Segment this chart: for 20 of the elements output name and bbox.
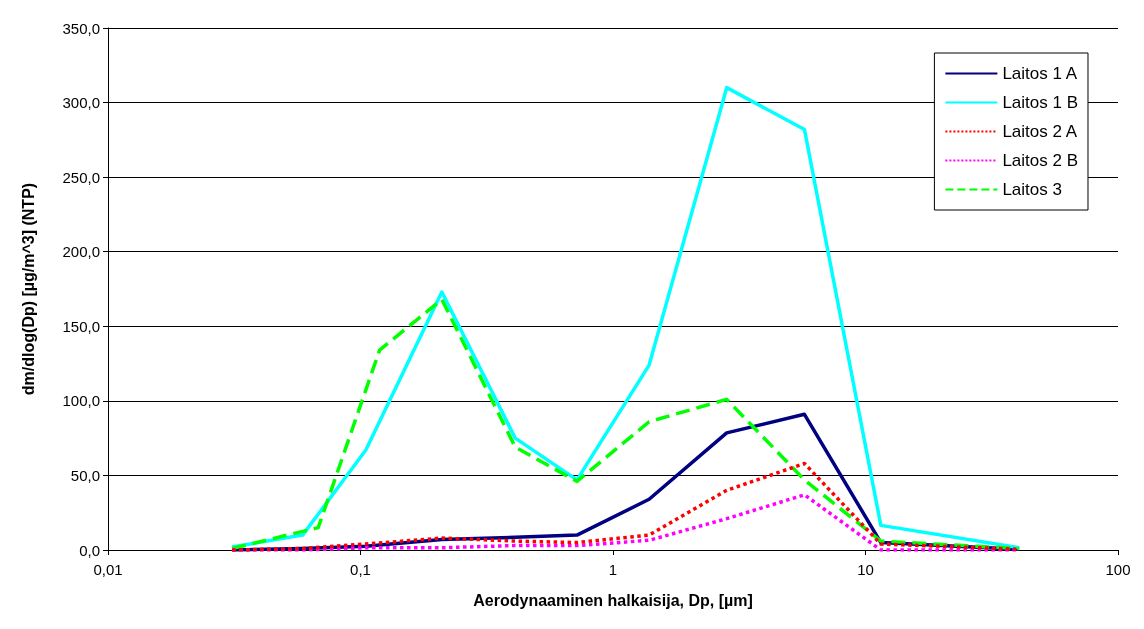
y-axis-title: dm/dlog(Dp) [µg/m^3] (NTP) bbox=[19, 182, 37, 396]
x-tick-label: 100 bbox=[1105, 561, 1131, 578]
legend-label: Laitos 2 A bbox=[1002, 122, 1078, 141]
x-tick-label: 0,01 bbox=[93, 561, 123, 578]
y-tick-label: 350,0 bbox=[62, 19, 100, 37]
x-tick-label: 10 bbox=[857, 561, 874, 578]
y-tick-label: 200,0 bbox=[62, 243, 100, 261]
y-tick-label: 100,0 bbox=[62, 392, 100, 410]
y-tick-label: 250,0 bbox=[62, 168, 100, 186]
legend-label: Laitos 1 A bbox=[1002, 64, 1078, 83]
y-tick-label: 50,0 bbox=[70, 466, 100, 484]
x-tick-label: 1 bbox=[608, 561, 618, 578]
legend-label: Laitos 2 B bbox=[1002, 151, 1079, 170]
y-tick-label: 150,0 bbox=[62, 317, 100, 335]
x-tick-label: 0,1 bbox=[350, 561, 371, 578]
y-tick-label: 300,0 bbox=[62, 94, 100, 112]
y-tick-label: 0,0 bbox=[79, 541, 100, 559]
legend-label: Laitos 1 B bbox=[1002, 93, 1079, 112]
legend-label: Laitos 3 bbox=[1002, 180, 1062, 199]
x-axis-title: Aerodynaaminen halkaisija, Dp, [µm] bbox=[473, 591, 753, 609]
